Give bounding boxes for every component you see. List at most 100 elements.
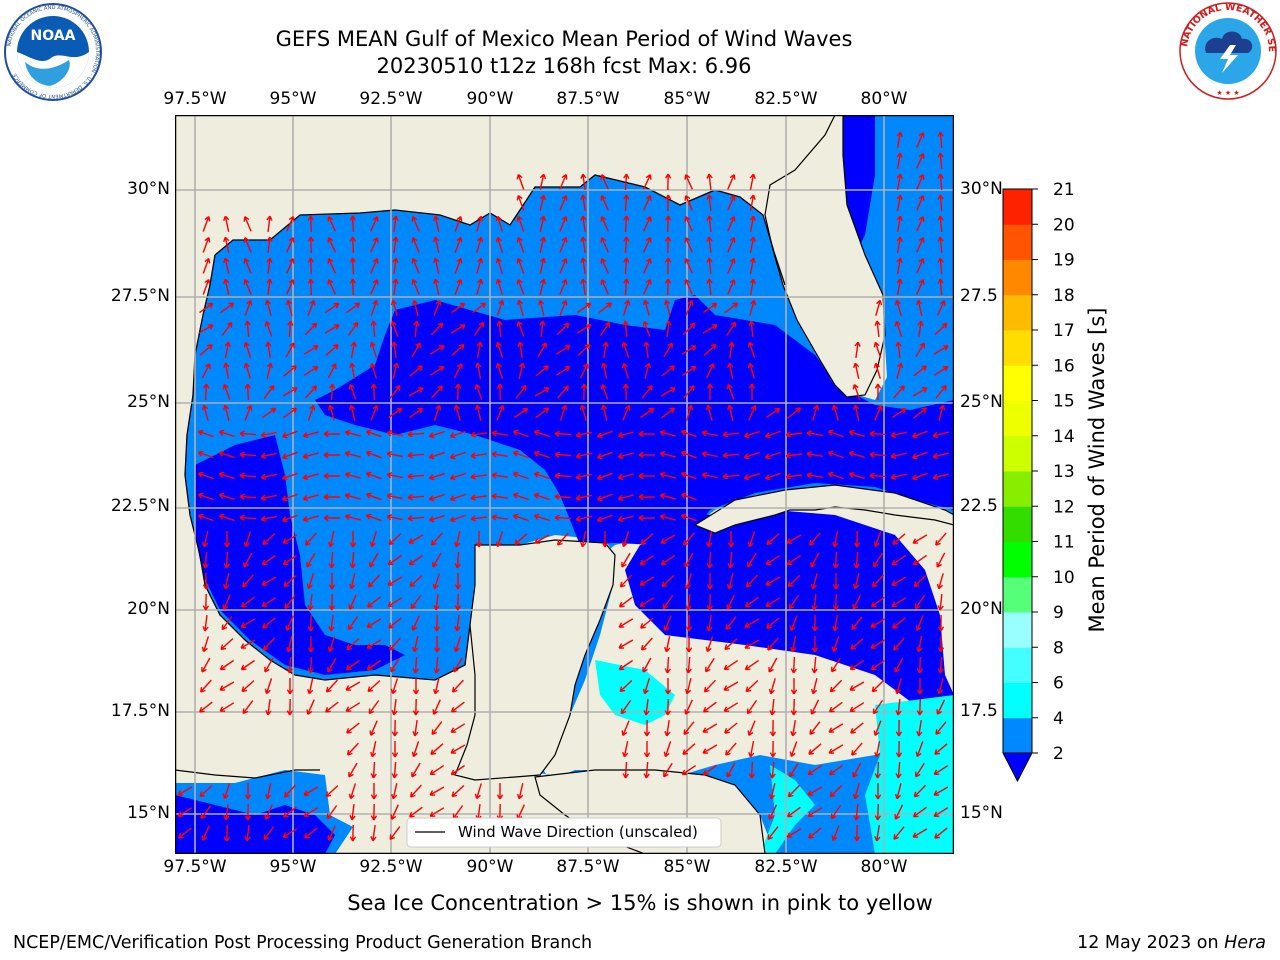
wind-wave-arrow [307, 614, 315, 632]
wind-wave-arrow [286, 678, 294, 695]
wind-wave-arrow [852, 573, 860, 590]
wind-wave-arrow [283, 575, 297, 588]
wind-wave-arrow [938, 404, 946, 421]
wind-wave-arrow [242, 700, 254, 715]
wind-wave-arrow [643, 719, 651, 737]
lat-label-left: 17.5°N [110, 701, 170, 721]
wind-wave-arrow [325, 679, 338, 693]
wind-wave-arrow [829, 784, 843, 798]
wind-wave-arrow [264, 657, 274, 673]
lat-label-left: 25°N [127, 392, 170, 412]
wind-wave-arrow [874, 383, 882, 400]
wind-wave-arrow [702, 764, 718, 776]
wind-wave-arrow [512, 492, 529, 501]
wind-wave-arrow [539, 236, 547, 253]
wind-wave-arrow [263, 826, 275, 841]
colorbar-tick-label: 12 [1053, 497, 1075, 517]
wind-wave-arrow [727, 551, 734, 569]
wind-wave-arrow [933, 365, 949, 376]
wind-wave-arrow [640, 407, 655, 419]
wind-wave-arrow [199, 302, 214, 314]
wind-wave-arrow [665, 320, 672, 337]
wind-wave-arrow [702, 701, 717, 713]
wind-wave-arrow [706, 551, 713, 569]
wind-wave-arrow [869, 451, 887, 458]
wind-wave-arrow [618, 596, 633, 608]
wind-wave-arrow [683, 385, 695, 399]
wind-wave-arrow [365, 450, 382, 459]
wind-wave-arrow [201, 363, 211, 379]
wind-wave-arrow [848, 429, 865, 437]
wind-wave-arrow [580, 194, 587, 212]
wind-wave-arrow [831, 825, 840, 841]
wind-wave-arrow [198, 324, 214, 334]
colorbar-tick-label: 20 [1053, 215, 1075, 235]
wind-wave-arrow [476, 341, 483, 359]
wind-wave-arrow [702, 744, 718, 754]
wind-wave-arrow [892, 533, 906, 545]
wind-wave-arrow [785, 431, 802, 438]
wind-wave-arrow [790, 698, 797, 716]
wind-wave-arrow [328, 615, 335, 632]
wind-wave-arrow [764, 451, 781, 460]
wind-wave-arrow [743, 430, 760, 439]
wind-wave-arrow [454, 573, 462, 590]
colorbar-segment [1003, 259, 1032, 296]
wind-wave-arrow [219, 659, 234, 671]
wind-wave-arrow [727, 531, 735, 548]
wind-wave-arrow [664, 278, 672, 296]
wind-wave-arrow [220, 302, 235, 314]
colorbar-segment [1003, 717, 1032, 754]
wind-wave-arrow [642, 299, 650, 316]
wind-wave-arrow [916, 216, 925, 232]
wind-wave-arrow [386, 451, 403, 458]
wind-wave-arrow [221, 616, 233, 631]
wind-wave-arrow [262, 533, 276, 546]
wind-wave-arrow [894, 678, 902, 695]
wind-wave-arrow [265, 699, 272, 716]
wind-wave-arrow [433, 300, 442, 316]
wind-wave-arrow [936, 699, 946, 715]
wind-wave-arrow [913, 365, 927, 377]
wind-wave-arrow [896, 278, 903, 296]
wind-wave-arrow [933, 345, 949, 355]
wind-wave-arrow [370, 783, 378, 800]
wind-wave-arrow [243, 531, 252, 548]
wind-wave-arrow [703, 343, 717, 356]
wind-wave-arrow [911, 451, 928, 460]
wind-wave-arrow [202, 615, 209, 632]
wind-wave-arrow [622, 405, 631, 421]
wind-wave-arrow [831, 657, 841, 673]
wind-wave-arrow [241, 596, 255, 608]
wind-wave-arrow [748, 405, 757, 421]
wind-wave-arrow [407, 431, 425, 438]
wind-wave-arrow [328, 531, 335, 548]
wind-wave-arrow [350, 341, 357, 359]
wind-wave-arrow [430, 743, 444, 755]
wind-wave-arrow [892, 617, 906, 629]
wind-wave-arrow [638, 493, 656, 501]
wind-wave-arrow [726, 594, 736, 610]
wind-wave-arrow [702, 723, 718, 733]
chart-subtitle: 20230510 t12z 168h fcst Max: 6.96 [376, 54, 752, 78]
wind-wave-arrow [518, 362, 526, 379]
wind-wave-arrow [769, 699, 776, 716]
wind-wave-arrow [244, 383, 251, 401]
wind-wave-arrow [748, 383, 756, 401]
colorbar-tick-label: 15 [1053, 392, 1075, 412]
wind-wave-arrow [345, 702, 361, 712]
wind-wave-arrow [916, 635, 923, 653]
wind-wave-arrow [664, 636, 671, 653]
wind-wave-arrow [223, 804, 230, 821]
wind-wave-arrow [936, 678, 944, 695]
wind-wave-arrow [476, 278, 484, 295]
wind-wave-arrow [769, 761, 776, 779]
wind-wave-arrow [893, 637, 905, 651]
lat-label-right: 30°N [960, 179, 1003, 199]
wind-wave-arrow [936, 573, 944, 590]
wind-wave-arrow [749, 299, 757, 316]
svg-text:★ ★ ★: ★ ★ ★ [1216, 89, 1239, 97]
wind-wave-arrow [912, 554, 927, 566]
wind-wave-arrow [726, 383, 735, 400]
wind-wave-arrow [408, 554, 423, 566]
